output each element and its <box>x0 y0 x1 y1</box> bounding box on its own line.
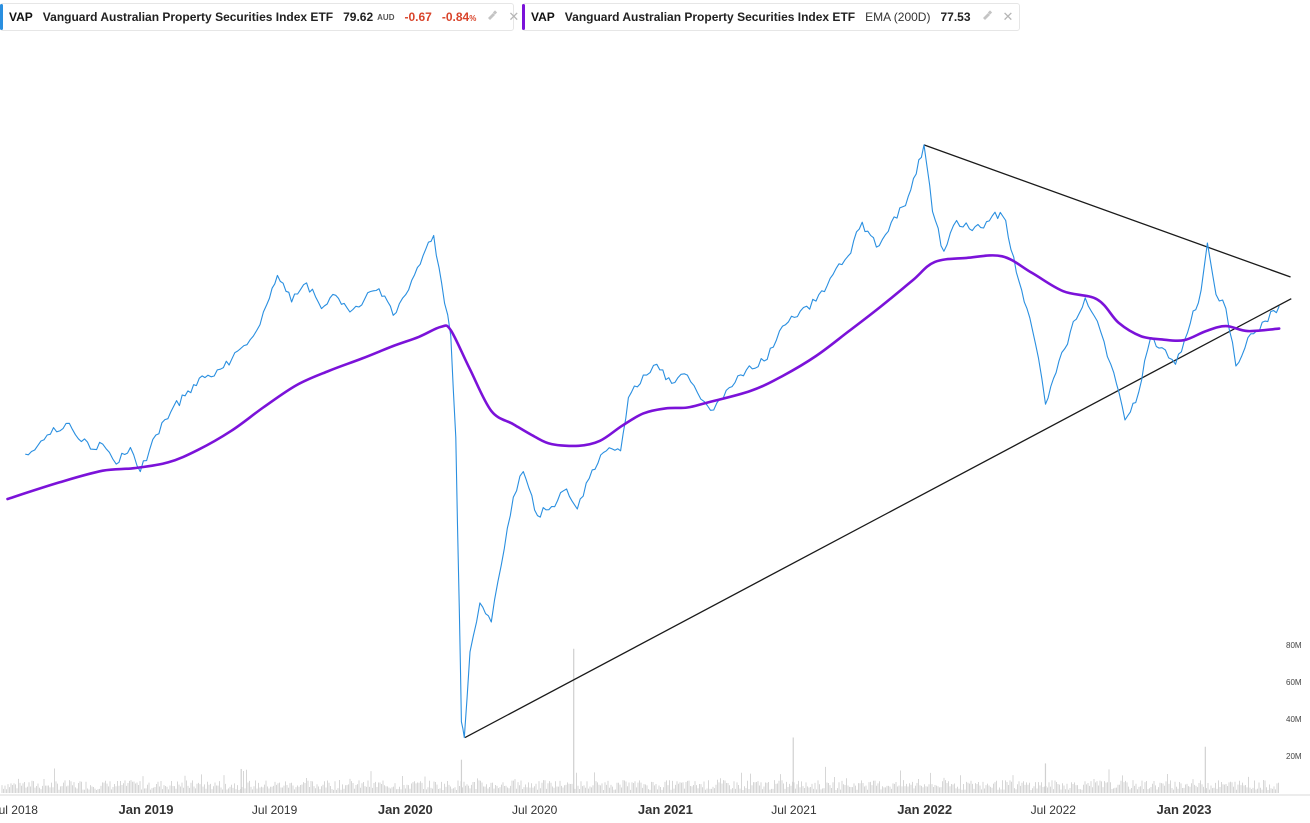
lower-trendline[interactable] <box>464 298 1292 739</box>
x-tick-label: Jan 2020 <box>378 802 433 817</box>
series-lines <box>6 144 1281 739</box>
x-tick-label: Jul 2020 <box>512 803 558 817</box>
x-tick-label: Jan 2021 <box>638 802 693 817</box>
legend-ema-indicator: EMA (200D) <box>865 10 931 24</box>
legend-symbol: VAP <box>9 10 33 24</box>
x-tick-label: Jan 2019 <box>119 802 174 817</box>
x-tick-label: Jul 2021 <box>771 803 817 817</box>
close-icon[interactable]: ✕ <box>508 9 520 24</box>
trendlines <box>464 144 1292 739</box>
ema-swatch <box>522 4 525 30</box>
x-tick-label: Jan 2022 <box>897 802 952 817</box>
x-tick-label: Jul 2018 <box>0 803 38 817</box>
close-icon[interactable]: ✕ <box>1002 9 1014 24</box>
x-tick-label: Jan 2023 <box>1157 802 1212 817</box>
volume-tick-label: 40M <box>1286 715 1302 724</box>
paint-icon[interactable] <box>486 9 498 25</box>
volume-tick-label: 60M <box>1286 678 1302 687</box>
legend-ema-name: Vanguard Australian Property Securities … <box>564 10 856 24</box>
axes: Jul 2018 Jan 2019 Jul 2019 Jan 2020 Jul 2020… <box>0 641 1302 817</box>
x-tick-label: Jul 2022 <box>1031 803 1077 817</box>
volume-bars <box>1 648 1279 793</box>
legend-change-pct: -0.84% <box>441 10 477 24</box>
legend-last-price: 79.62 <box>343 10 374 24</box>
legend-change: -0.67 <box>404 10 432 24</box>
legend-currency: AUD <box>377 12 395 22</box>
ema-line[interactable] <box>6 254 1281 501</box>
volume-tick-label: 20M <box>1286 752 1302 761</box>
x-tick-label: Jul 2019 <box>252 803 298 817</box>
legend-ema-value: 77.53 <box>940 10 971 24</box>
legend-ema[interactable]: VAP Vanguard Australian Property Securit… <box>522 3 1020 31</box>
upper-trendline[interactable] <box>923 144 1291 278</box>
volume-tick-label: 80M <box>1286 641 1302 650</box>
price-line[interactable] <box>25 144 1280 739</box>
legend-name: Vanguard Australian Property Securities … <box>42 10 334 24</box>
price-swatch <box>0 4 3 30</box>
paint-icon[interactable] <box>981 9 993 25</box>
legend-price[interactable]: VAP Vanguard Australian Property Securit… <box>0 3 519 31</box>
legend-ema-symbol: VAP <box>531 10 555 24</box>
